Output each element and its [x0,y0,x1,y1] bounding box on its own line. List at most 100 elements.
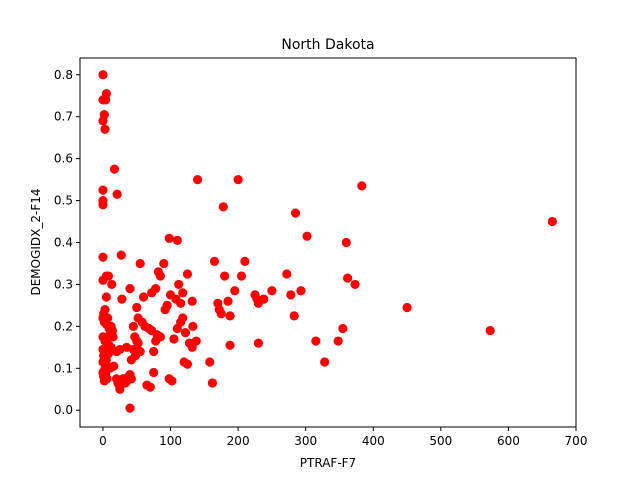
scatter-point [99,376,109,386]
scatter-point [128,321,138,331]
scatter-point [135,346,145,357]
scatter-point [107,279,117,290]
scatter-point [233,175,243,185]
scatter-point [155,271,166,281]
scatter-point [236,271,247,281]
scatter-point [125,403,135,413]
x-tick-label: 500 [429,434,452,448]
scatter-point [259,294,269,304]
scatter-point [98,252,108,262]
scatter-point [103,313,113,323]
scatter-point [253,338,263,348]
scatter-point [98,275,108,285]
scatter-point [333,336,343,346]
scatter-point [187,296,197,306]
x-tick-label: 400 [362,434,385,448]
scatter-point [151,284,161,294]
scatter-point [282,269,292,279]
chart-title: North Dakota [281,37,374,53]
scatter-point [167,376,177,386]
scatter-point [302,231,312,241]
scatter-point [320,357,330,367]
scatter-point [159,258,169,269]
scatter-point [155,332,166,342]
scatter-point [192,175,203,185]
scatter-point [220,271,230,281]
scatter-point [240,256,250,266]
scatter-point [180,328,191,338]
x-tick-label: 600 [497,434,520,448]
scatter-point [485,325,495,336]
scatter-point [98,70,108,80]
scatter-point [109,361,119,371]
scatter-point [116,250,126,260]
scatter-point [209,256,220,266]
data-points [98,70,557,413]
y-tick-label: 0.7 [54,110,73,124]
x-axis-ticks: 0 100 200 300 400 500 600 700 [99,427,587,448]
scatter-point [178,313,188,323]
x-tick-label: 0 [99,434,107,448]
y-tick-label: 0.8 [54,68,73,82]
scatter-point [176,298,186,308]
scatter-point [230,286,240,296]
scatter-point [225,340,235,350]
scatter-point [223,296,233,306]
scatter-point [286,290,296,300]
y-tick-label: 0.6 [54,152,73,166]
scatter-point [101,89,111,99]
scatter-point [182,269,193,279]
scatter-point [115,384,125,394]
scatter-point [145,382,155,392]
scatter-point [547,216,557,227]
scatter-point [108,332,118,342]
scatter-point [188,321,198,331]
scatter-point [133,313,143,323]
y-tick-label: 0.1 [54,361,73,375]
scatter-point [207,378,218,388]
scatter-point [112,189,122,199]
scatter-point [178,288,188,298]
scatter-point [182,359,193,369]
scatter-point [402,302,412,313]
scatter-point [174,279,184,290]
scatter-point [100,124,110,134]
scatter-point [172,235,182,245]
scatter-point [138,292,149,302]
scatter-point [98,116,108,126]
scatter-point [125,284,135,294]
scatter-point [169,334,179,344]
y-tick-label: 0.4 [54,236,73,250]
y-tick-label: 0.2 [54,319,73,333]
scatter-point [117,294,127,304]
scatter-point [338,323,348,334]
scatter-point [191,336,201,346]
scatter-point [135,258,145,269]
x-tick-label: 700 [565,434,588,448]
x-tick-label: 200 [227,434,250,448]
scatter-point [109,164,120,174]
scatter-point [225,311,235,321]
scatter-point [101,292,111,302]
scatter-point [289,311,299,321]
scatter-point [162,300,172,310]
scatter-point [267,286,277,296]
x-axis-label: PTRAF-F7 [300,456,356,470]
scatter-point [126,374,136,384]
scatter-point [164,233,174,243]
scatter-point [218,202,228,212]
scatter-point [149,367,159,378]
y-tick-label: 0.5 [54,194,73,208]
scatter-point [216,309,226,319]
scatter-point [296,286,306,296]
scatter-point [290,208,301,218]
scatter-point [100,304,110,315]
scatter-point [132,336,142,346]
scatter-point [149,346,159,357]
scatter-point [341,237,351,248]
scatter-point [111,346,122,357]
scatter-point [357,181,367,191]
scatter-point [98,200,108,210]
